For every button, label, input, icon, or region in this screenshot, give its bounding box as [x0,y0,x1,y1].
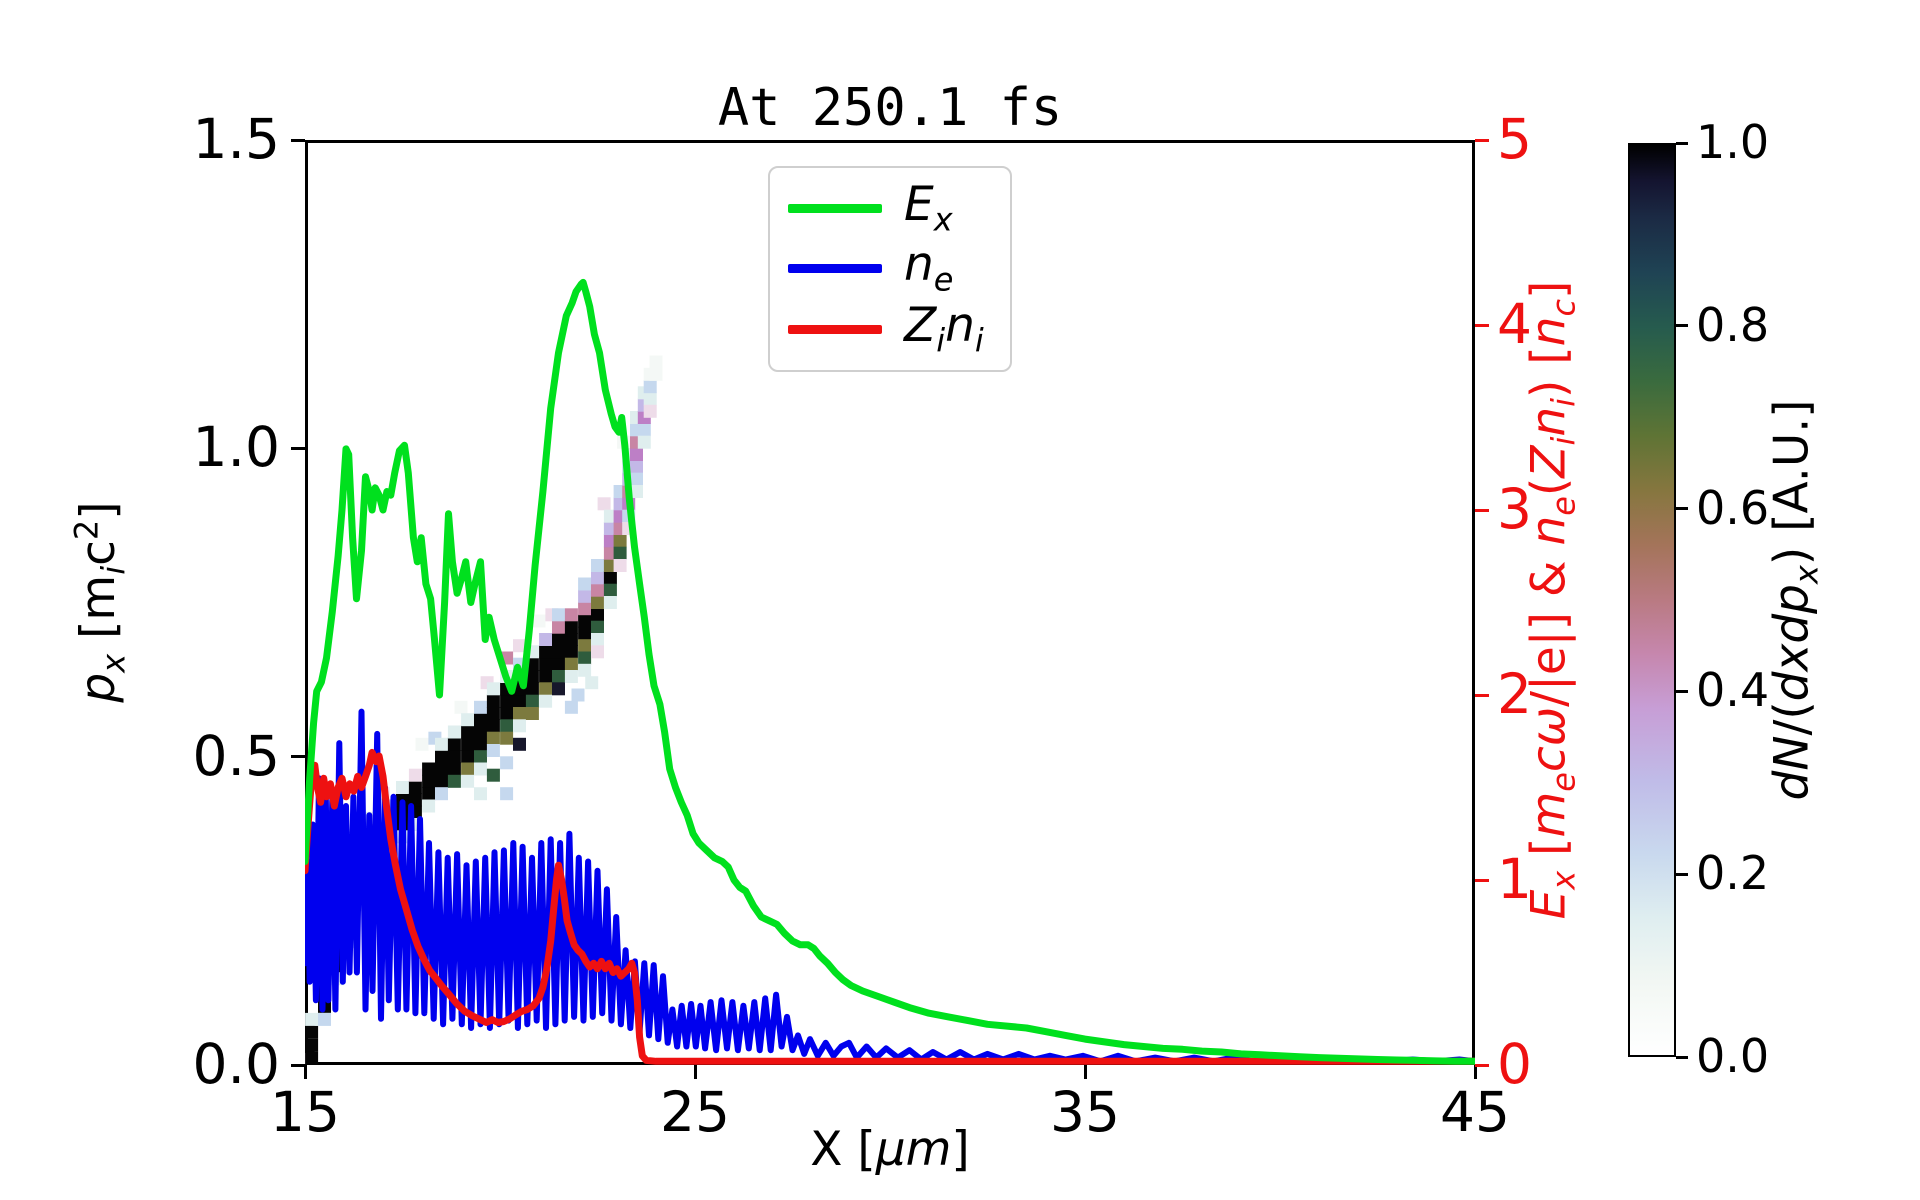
colorbar-tick-label: 0.6 [1696,480,1770,535]
colorbar-label: dN/(dxdpx) [A.U.] [1764,399,1826,801]
y-tick-right-label: 2 [1497,662,1532,726]
series-line-ne [305,708,1475,1065]
legend-line-ne [788,264,882,274]
y-tick-right-label: 0 [1497,1032,1532,1096]
x-tick-label: 15 [270,1080,340,1144]
colorbar-tick-label: 0.0 [1696,1029,1770,1083]
y-tick-right-label: 1 [1497,847,1532,911]
y-tick-left-mark [291,1063,305,1067]
x-tick-label: 35 [1050,1080,1120,1144]
colorbar-tick-mark [1676,507,1688,511]
y-tick-right-mark [1475,138,1489,142]
chart-title: At 250.1 fs [717,78,1063,138]
legend: Ex ne Zini [768,166,1012,372]
colorbar-tick-label: 0.8 [1696,297,1770,352]
colorbar-tick-mark [1676,689,1688,693]
series-line-ex [305,278,1475,1065]
x-tick-mark [1473,1065,1477,1079]
x-tick-label: 25 [660,1080,730,1144]
colorbar-tick-mark [1676,324,1688,328]
y-tick-right-mark [1475,1063,1489,1067]
x-tick-label: 45 [1440,1080,1510,1144]
colorbar-tick-mark [1676,1055,1688,1059]
legend-label-ne: ne [904,237,954,299]
y-tick-left-mark [291,138,305,142]
legend-entry-ne: ne [788,241,992,296]
legend-entry-zini: Zini [788,302,992,357]
y-tick-right-mark [1475,508,1489,512]
legend-line-ex [788,203,882,213]
y-tick-left-mark [291,755,305,759]
y-tick-left-label: 1.0 [192,415,280,480]
x-axis-label: X [μm] [810,1122,970,1177]
y-axis-label-left: px [mic2] [67,501,133,703]
y-tick-left-label: 0.0 [192,1032,280,1096]
y-tick-left-mark [291,446,305,450]
y-tick-right-label: 4 [1497,292,1532,356]
colorbar-tick-label: 0.4 [1696,663,1770,718]
legend-line-zini [788,325,882,335]
y-tick-right-label: 3 [1497,477,1532,541]
y-tick-right-mark [1475,878,1489,882]
colorbar-tick-mark [1676,141,1688,145]
colorbar [1628,143,1676,1057]
x-tick-mark [693,1065,697,1079]
colorbar-tick-mark [1676,872,1688,876]
colorbar-tick-label: 0.2 [1696,846,1770,901]
y-tick-right-mark [1475,323,1489,327]
y-tick-right-label: 5 [1497,107,1532,171]
plot-area [305,278,1475,1065]
series-line-zini [305,748,1475,1065]
y-tick-right-mark [1475,693,1489,697]
y-tick-left-label: 1.5 [192,107,280,171]
colorbar-tick-label: 1.0 [1696,115,1770,169]
y-axis-label-right: Ex [mecω/|e|] & ne(Zini) [nc] [1521,280,1583,920]
legend-entry-ex: Ex [788,181,992,236]
x-tick-mark [303,1065,307,1079]
x-tick-mark [1083,1065,1087,1079]
legend-label-zini: Zini [904,297,984,360]
legend-label-ex: Ex [904,176,953,239]
y-tick-left-label: 0.5 [192,723,280,788]
